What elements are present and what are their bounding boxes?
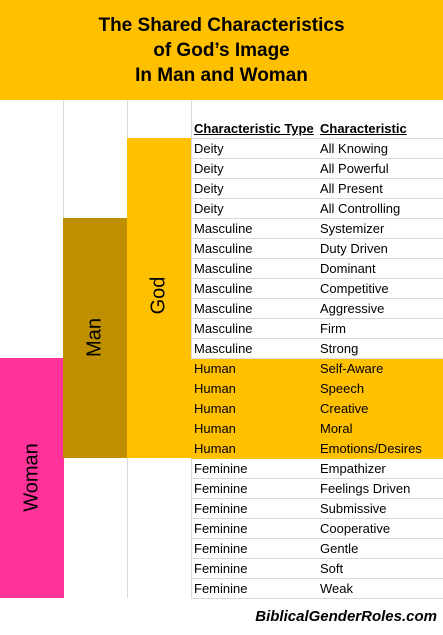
grid-line xyxy=(127,458,128,598)
god-bar: God xyxy=(127,138,191,458)
cell-characteristic: Soft xyxy=(320,561,344,576)
cell-characteristic: Self-Aware xyxy=(320,361,384,376)
table-row: Masculine Duty Driven xyxy=(191,239,443,259)
grid-line xyxy=(191,100,192,598)
table-header: Characteristic Type Characteristic xyxy=(191,119,443,139)
cell-characteristic: Firm xyxy=(320,321,346,336)
table-row: Masculine Dominant xyxy=(191,259,443,279)
table-row: Deity All Knowing xyxy=(191,139,443,159)
cell-characteristic: Emotions/Desires xyxy=(320,441,422,456)
cell-characteristic-type: Feminine xyxy=(194,561,248,576)
cell-characteristic: Aggressive xyxy=(320,301,385,316)
cell-characteristic-type: Deity xyxy=(194,201,224,216)
cell-characteristic-type: Deity xyxy=(194,181,224,196)
cell-characteristic: All Knowing xyxy=(320,141,388,156)
cell-characteristic-type: Masculine xyxy=(194,281,253,296)
table-row: Masculine Strong xyxy=(191,339,443,359)
cell-characteristic: All Controlling xyxy=(320,201,401,216)
cell-characteristic: Speech xyxy=(320,381,365,396)
header-characteristic-type: Characteristic Type xyxy=(194,121,314,136)
cell-characteristic-type: Masculine xyxy=(194,241,253,256)
table-row: Masculine Systemizer xyxy=(191,219,443,239)
cell-characteristic: Gentle xyxy=(320,541,359,556)
cell-characteristic: All Present xyxy=(320,181,383,196)
cell-characteristic-type: Masculine xyxy=(194,301,253,316)
cell-characteristic: Duty Driven xyxy=(320,241,388,256)
cell-characteristic-type: Feminine xyxy=(194,481,248,496)
cell-characteristic: Empathizer xyxy=(320,461,386,476)
table-row: Deity All Present xyxy=(191,179,443,199)
man-bar: Man xyxy=(63,218,127,458)
cell-characteristic-type: Masculine xyxy=(194,321,253,336)
cell-characteristic-type: Human xyxy=(194,441,236,456)
cell-characteristic: Creative xyxy=(320,401,369,416)
cell-characteristic: Systemizer xyxy=(320,221,385,236)
table-row: Feminine Feelings Driven xyxy=(191,479,443,499)
table-row: Human Self-Aware xyxy=(191,359,443,379)
cell-characteristic-type: Masculine xyxy=(194,341,253,356)
table-row: Human Creative xyxy=(191,399,443,419)
table-row: Human Moral xyxy=(191,419,443,439)
cell-characteristic-type: Feminine xyxy=(194,461,248,476)
table-row: Feminine Soft xyxy=(191,559,443,579)
cell-characteristic: Dominant xyxy=(320,261,376,276)
table-row: Deity All Powerful xyxy=(191,159,443,179)
woman-bar: Woman xyxy=(0,358,64,598)
title-banner: The Shared Characteristics of God’s Imag… xyxy=(0,0,443,100)
table-row: Feminine Weak xyxy=(191,579,443,599)
cell-characteristic-type: Deity xyxy=(194,141,224,156)
cell-characteristic: Feelings Driven xyxy=(320,481,411,496)
cell-characteristic: Weak xyxy=(320,581,353,596)
cell-characteristic: Cooperative xyxy=(320,521,391,536)
cell-characteristic-type: Human xyxy=(194,361,236,376)
cell-characteristic: Strong xyxy=(320,341,359,356)
cell-characteristic: Competitive xyxy=(320,281,389,296)
header-characteristic: Characteristic xyxy=(320,121,407,136)
table-row: Feminine Empathizer xyxy=(191,459,443,479)
cell-characteristic-type: Masculine xyxy=(194,221,253,236)
table-row: Masculine Firm xyxy=(191,319,443,339)
cell-characteristic-type: Human xyxy=(194,421,236,436)
table-row: Feminine Gentle xyxy=(191,539,443,559)
cell-characteristic: Submissive xyxy=(320,501,387,516)
cell-characteristic-type: Masculine xyxy=(194,261,253,276)
cell-characteristic-type: Human xyxy=(194,401,236,416)
cell-characteristic-type: Human xyxy=(194,381,236,396)
cell-characteristic: All Powerful xyxy=(320,161,389,176)
table-row: Feminine Submissive xyxy=(191,499,443,519)
god-label: God xyxy=(147,276,170,315)
cell-characteristic: Moral xyxy=(320,421,353,436)
title-line-2: of God’s Image xyxy=(153,40,290,61)
woman-label: Woman xyxy=(20,443,43,512)
table-row: Human Speech xyxy=(191,379,443,399)
man-label: Man xyxy=(83,318,106,357)
cell-characteristic-type: Feminine xyxy=(194,581,248,596)
cell-characteristic-type: Feminine xyxy=(194,501,248,516)
table-row: Deity All Controlling xyxy=(191,199,443,219)
cell-characteristic-type: Feminine xyxy=(194,541,248,556)
table-row: Masculine Aggressive xyxy=(191,299,443,319)
table-row: Feminine Cooperative xyxy=(191,519,443,539)
cell-characteristic-type: Feminine xyxy=(194,521,248,536)
table-row: Masculine Competitive xyxy=(191,279,443,299)
title-line-3: In Man and Woman xyxy=(135,65,308,86)
footer-site-name: BiblicalGenderRoles.com xyxy=(255,608,437,625)
title-line-1: The Shared Characteristics xyxy=(98,15,345,36)
table-row: Human Emotions/Desires xyxy=(191,439,443,459)
cell-characteristic-type: Deity xyxy=(194,161,224,176)
grid-line xyxy=(127,100,128,138)
